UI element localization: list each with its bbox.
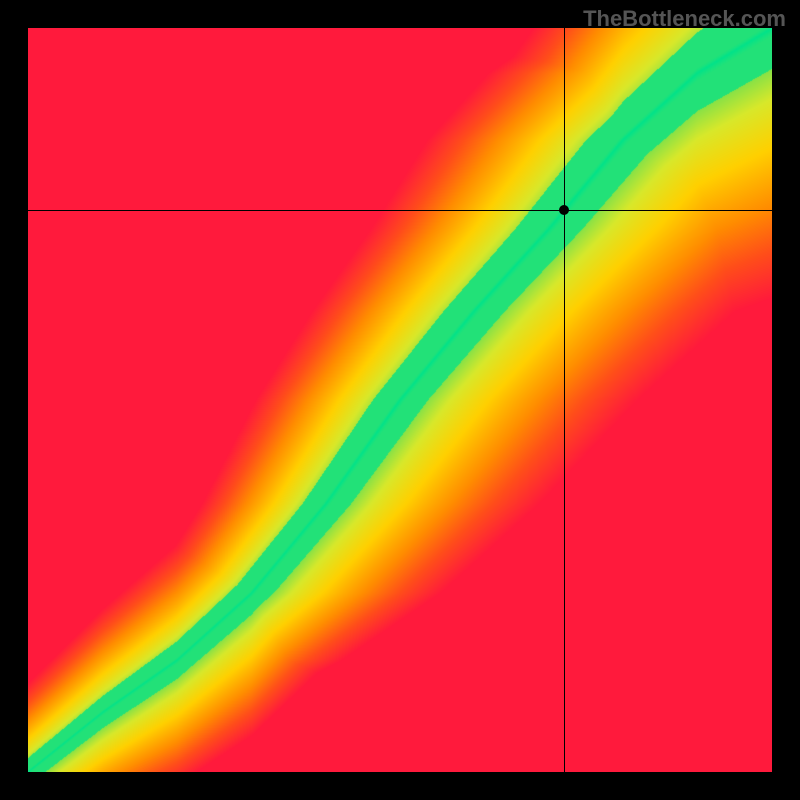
heatmap-canvas (28, 28, 772, 772)
bottleneck-heatmap (28, 28, 772, 772)
watermark-text: TheBottleneck.com (583, 6, 786, 32)
selection-marker (559, 205, 569, 215)
crosshair-horizontal (28, 210, 772, 211)
crosshair-vertical (564, 28, 565, 772)
